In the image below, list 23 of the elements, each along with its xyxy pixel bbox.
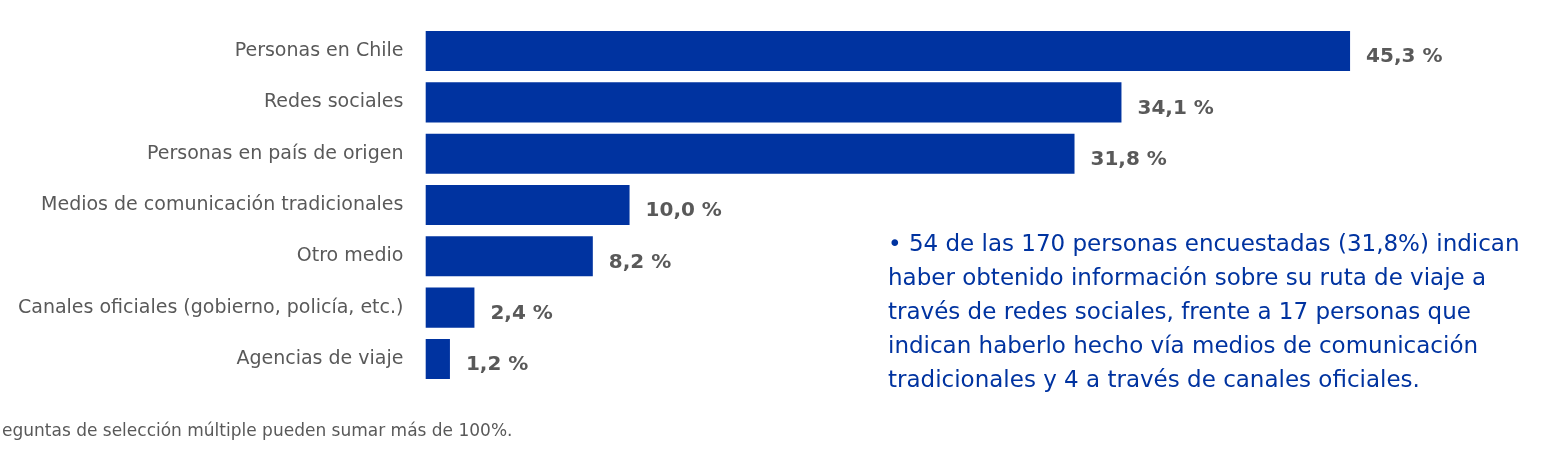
data-label: 45,3 % [1366,43,1443,68]
y-tick-label: Canales oficiales (gobierno, policía, etc.) [17,294,404,317]
bar [425,31,1351,72]
data-label: 2,4 % [490,299,553,324]
bar [425,82,1122,123]
bar [425,287,475,328]
bar [425,133,1075,174]
y-tick-label: Personas en país de origen [147,140,404,163]
y-tick-label: Personas en Chile [234,37,404,60]
y-tick-label: Otro medio [296,243,404,266]
data-label: 34,1 % [1137,94,1214,119]
data-label: 8,2 % [608,248,672,273]
text: eguntas de selección múltiple pueden sumar más de 100%. [2,420,513,440]
y-tick-label: Medios de comunicación tradicionales [41,191,404,214]
bar [425,184,630,226]
data-label: 31,8 % [1090,145,1167,170]
y-tick-label: Agencias de viaje [236,345,404,368]
data-label: 10,0 % [645,197,722,222]
bar [425,236,593,277]
bar [425,338,450,379]
data-label: 1,2 % [465,351,529,376]
annotation: • 54 de las 170 personas encuestadas (31,8%) indican haber obtenido información sobre su ruta de viaje a través de redes sociales, frente a 17 personas que indican haberlo hecho vía medios de comunicación tradicionales y 4 a través de canales oficiales. [888,229,1521,394]
y-tick-label: Redes sociales [263,89,404,112]
